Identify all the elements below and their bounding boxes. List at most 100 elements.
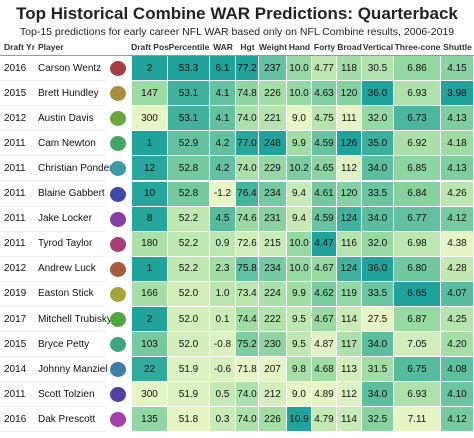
table-cell: 2 bbox=[132, 56, 168, 82]
table-cell: 32.0 bbox=[362, 231, 394, 257]
table-cell: 2015 bbox=[0, 332, 34, 358]
table-cell: 36.0 bbox=[362, 256, 394, 282]
table-cell: 234 bbox=[259, 181, 287, 207]
table-cell: 10.9 bbox=[287, 407, 312, 433]
table-cell: 4.59 bbox=[312, 206, 337, 232]
table-cell: 6.84 bbox=[394, 181, 441, 207]
table-cell: 10.2 bbox=[287, 156, 312, 182]
table-cell: 74.4 bbox=[236, 307, 259, 333]
table-cell: 124 bbox=[337, 256, 362, 282]
table-cell: 31.5 bbox=[362, 357, 394, 383]
table-cell: 2011 bbox=[0, 207, 34, 232]
table-cell: 2016 bbox=[0, 56, 34, 82]
column-header: Player bbox=[38, 42, 64, 52]
table-cell: 7.05 bbox=[394, 332, 441, 358]
table-cell: Tyrod Taylor bbox=[34, 232, 106, 257]
table-cell: 6.98 bbox=[394, 231, 441, 257]
table-cell: 74.0 bbox=[236, 106, 259, 132]
table-cell: 4.67 bbox=[312, 307, 337, 333]
table-cell: 4.2 bbox=[210, 131, 236, 157]
table-cell: 52.9 bbox=[168, 131, 210, 157]
table-cell: 12 bbox=[132, 156, 168, 182]
column-header: Hgt bbox=[240, 42, 255, 52]
table-cell: 52.0 bbox=[168, 307, 210, 333]
team-logo bbox=[110, 286, 126, 302]
title: Top Historical Combine WAR Predictions: … bbox=[16, 4, 458, 23]
column-header: Broad bbox=[337, 42, 362, 52]
table-cell: Andrew Luck bbox=[34, 257, 106, 282]
table-cell: 6.73 bbox=[394, 106, 441, 132]
column-header: WAR bbox=[213, 42, 233, 52]
table-cell: 77.0 bbox=[236, 131, 259, 157]
table-cell: 4.08 bbox=[441, 357, 474, 383]
table-cell: 6.80 bbox=[394, 256, 441, 282]
table-cell: 52.8 bbox=[168, 156, 210, 182]
table-cell: 51.9 bbox=[168, 357, 210, 383]
team-logo bbox=[110, 412, 126, 428]
table-cell: 53.1 bbox=[168, 106, 210, 132]
table-cell: 27.5 bbox=[362, 307, 394, 333]
table-cell: 4.87 bbox=[312, 332, 337, 358]
table-cell: 230 bbox=[259, 332, 287, 358]
table-cell: 4.47 bbox=[312, 231, 337, 257]
table-cell: 7.11 bbox=[394, 407, 441, 433]
table-cell: 34.0 bbox=[362, 206, 394, 232]
header-rule bbox=[0, 55, 474, 56]
table-cell: 135 bbox=[132, 407, 168, 433]
table-cell: 6.93 bbox=[394, 382, 441, 408]
table-cell: 4.62 bbox=[312, 281, 337, 307]
team-logo bbox=[110, 387, 126, 403]
table-cell: 9.8 bbox=[287, 357, 312, 383]
table-cell: 4.68 bbox=[312, 357, 337, 383]
column-header: Hand bbox=[288, 42, 311, 52]
table-cell: 4.65 bbox=[312, 156, 337, 182]
table-cell: 120 bbox=[337, 81, 362, 107]
table-cell: 215 bbox=[259, 231, 287, 257]
table-cell: 4.20 bbox=[441, 332, 474, 358]
table-cell: Carson Wentz bbox=[34, 56, 106, 82]
table-cell: 147 bbox=[132, 81, 168, 107]
table-cell: 1 bbox=[132, 131, 168, 157]
table-cell: 76.4 bbox=[236, 181, 259, 207]
team-logo bbox=[110, 211, 126, 227]
table-cell: 300 bbox=[132, 382, 168, 408]
table-cell: 4.61 bbox=[312, 181, 337, 207]
table-cell: 9.0 bbox=[287, 382, 312, 408]
table-cell: 36.0 bbox=[362, 81, 394, 107]
table-cell: 73.4 bbox=[236, 281, 259, 307]
table-cell: 9.5 bbox=[287, 307, 312, 333]
table-cell: 116 bbox=[337, 231, 362, 257]
table-cell: Cam Newton bbox=[34, 131, 106, 157]
table-cell: 4.63 bbox=[312, 81, 337, 107]
table-cell: 207 bbox=[259, 357, 287, 383]
table-cell: 52.2 bbox=[168, 206, 210, 232]
table-cell: 6.93 bbox=[394, 81, 441, 107]
table-cell: Brett Hundley bbox=[34, 81, 106, 107]
table-cell: 75.8 bbox=[236, 256, 259, 282]
table-cell: 226 bbox=[259, 407, 287, 433]
table-cell: 229 bbox=[259, 156, 287, 182]
table-cell: 9.0 bbox=[287, 106, 312, 132]
column-header: Weight bbox=[258, 42, 288, 52]
table-cell: 53.1 bbox=[168, 81, 210, 107]
table-cell: 8 bbox=[132, 206, 168, 232]
table-cell: Easton Stick bbox=[34, 282, 106, 307]
column-header: Draft Pos bbox=[131, 42, 169, 52]
table-cell: 126 bbox=[337, 131, 362, 157]
table-cell: 52.0 bbox=[168, 332, 210, 358]
team-logo bbox=[110, 312, 126, 327]
table-cell: -1.2 bbox=[210, 181, 236, 207]
table-cell: 6.92 bbox=[394, 131, 441, 157]
subtitle: Top-15 predictions for early career NFL … bbox=[19, 26, 455, 38]
table-cell: 2011 bbox=[0, 232, 34, 257]
table-cell: 51.9 bbox=[168, 382, 210, 408]
table-cell: 4.12 bbox=[441, 407, 474, 433]
table-cell: 6.77 bbox=[394, 206, 441, 232]
table-cell: 166 bbox=[132, 281, 168, 307]
table-cell: 4.5 bbox=[210, 206, 236, 232]
table-cell: 4.1 bbox=[210, 81, 236, 107]
table-cell: 212 bbox=[259, 382, 287, 408]
table-cell: 4.67 bbox=[312, 256, 337, 282]
table-cell: Austin Davis bbox=[34, 106, 106, 132]
table-cell: 4.28 bbox=[441, 256, 474, 282]
